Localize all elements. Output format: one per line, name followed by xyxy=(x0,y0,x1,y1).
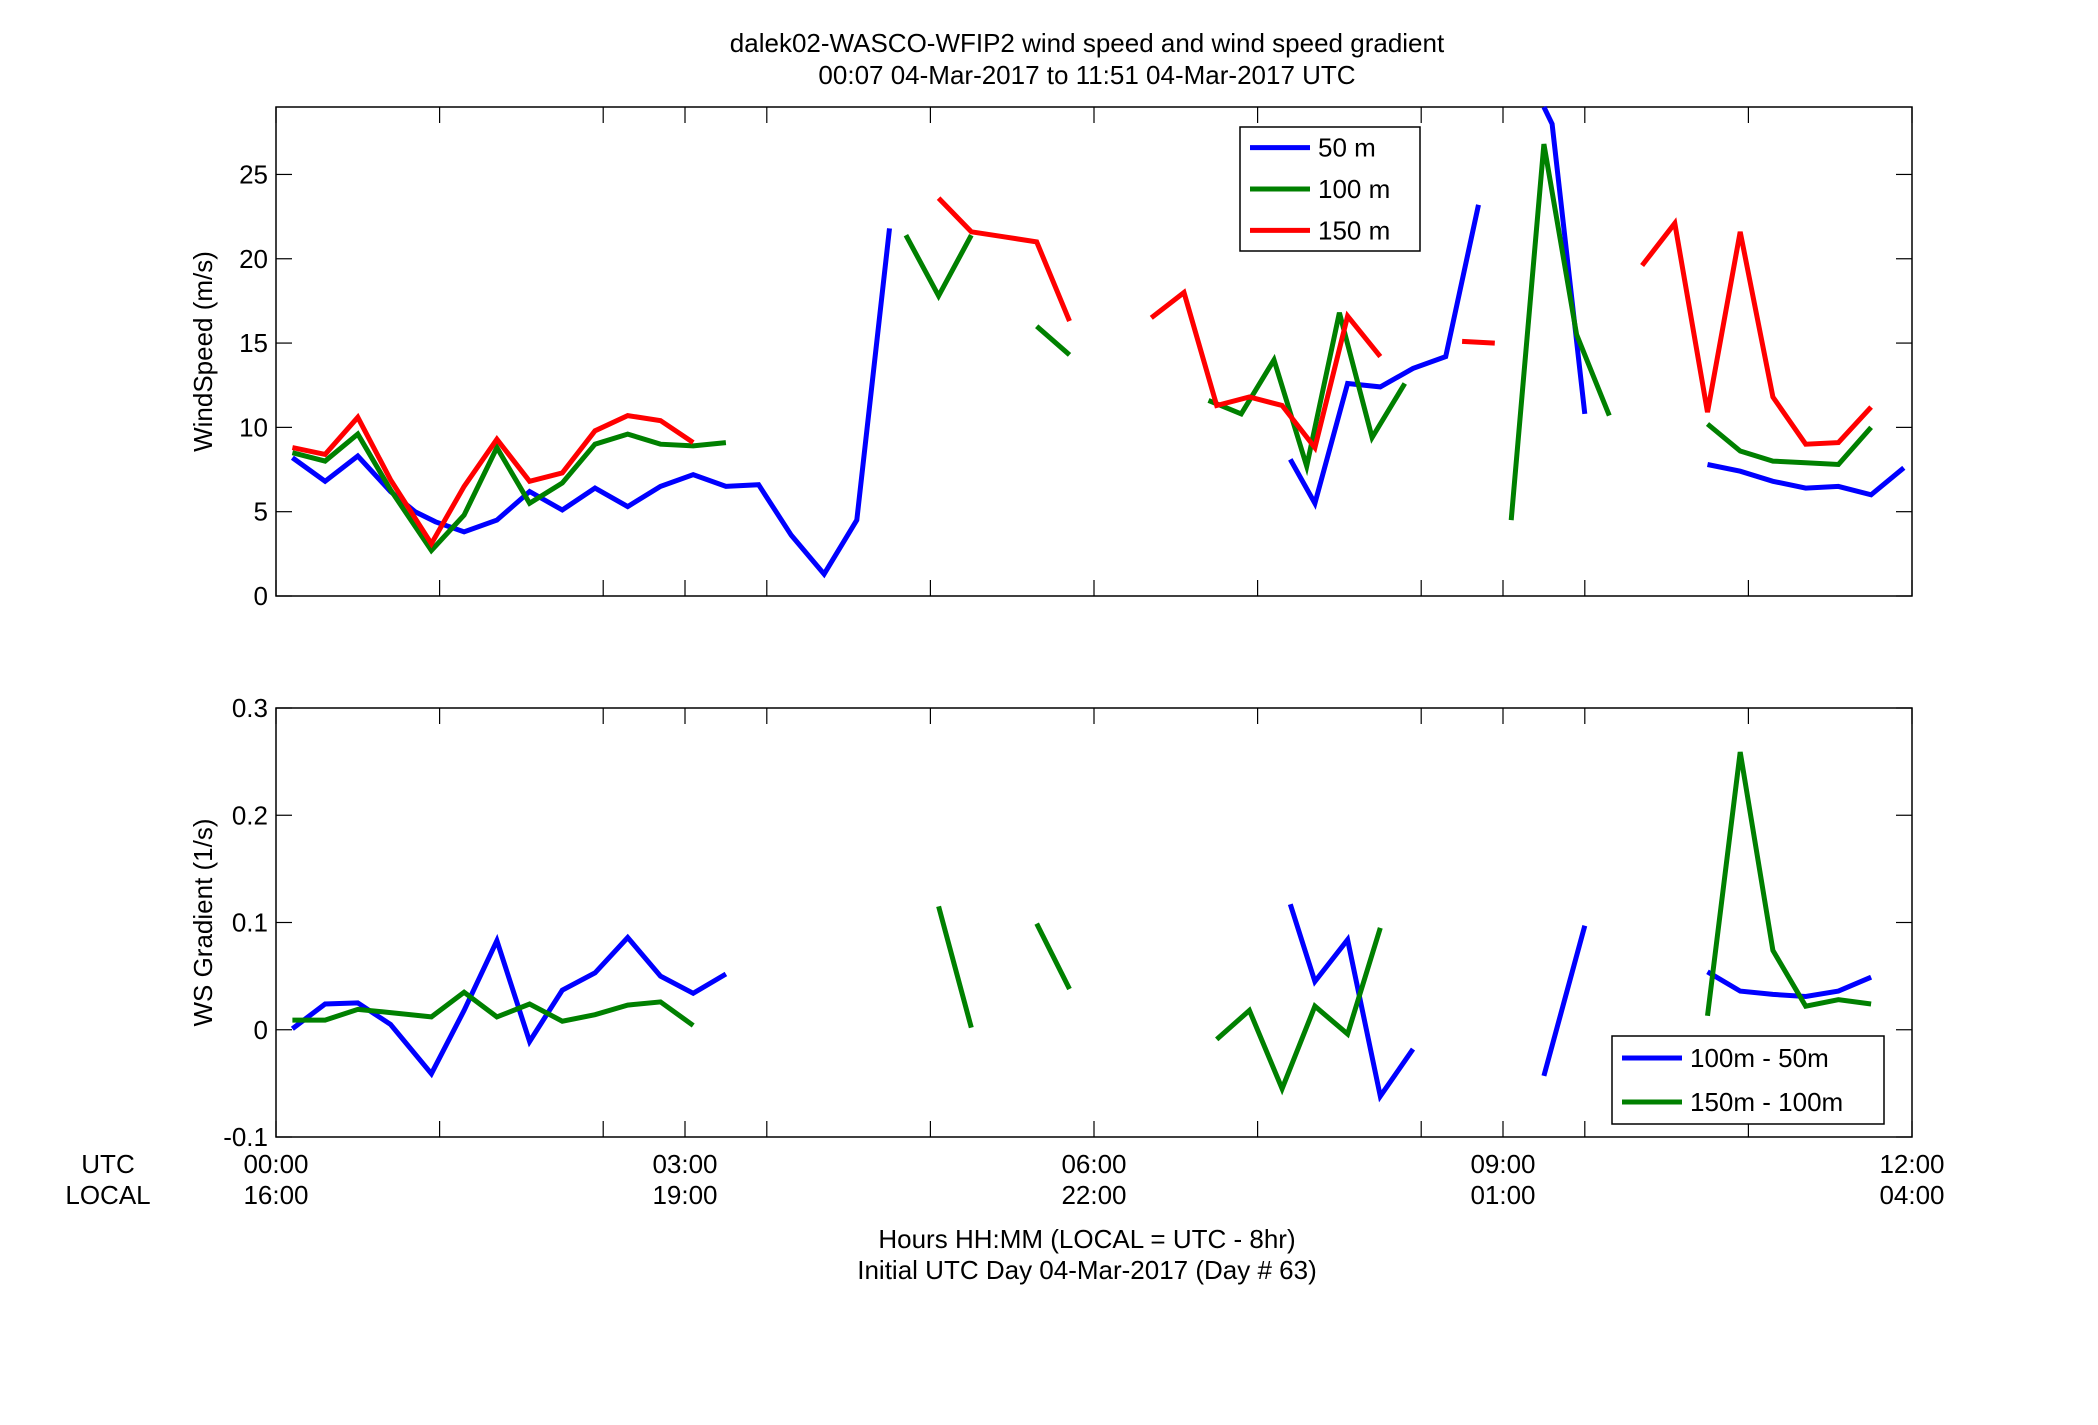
p2-legend-label-150m-100m: 150m - 100m xyxy=(1690,1087,1843,1117)
x-tick-label-utc: 09:00 xyxy=(1470,1149,1535,1179)
p1-y-tick-label: 20 xyxy=(239,244,268,274)
p1-series-150-m-segment-2 xyxy=(936,196,1072,323)
p2-legend-label-100m-50m: 100m - 50m xyxy=(1690,1043,1829,1073)
p1-series-100-m-segment-6 xyxy=(1705,422,1873,468)
x-tick-label-local: 19:00 xyxy=(652,1180,717,1210)
x-tick-label-local: 22:00 xyxy=(1061,1180,1126,1210)
p2-legend-box xyxy=(1611,1035,1885,1125)
p2-y-tick-label: 0.2 xyxy=(232,800,268,830)
x-tick-label-local: 01:00 xyxy=(1470,1180,1535,1210)
p1-series-100-m-segment-5 xyxy=(1508,143,1612,521)
p1-series-50-m-segment-2 xyxy=(1288,204,1481,510)
x-axis-label-line-1: Hours HH:MM (LOCAL = UTC - 8hr) xyxy=(878,1224,1295,1254)
p1-series-100-m-segment-4 xyxy=(1207,312,1407,477)
p2-series-150m-100m-segment-1 xyxy=(292,989,695,1028)
p2-series-150m-100m-segment-5 xyxy=(1705,751,1872,1017)
p2-y-tick-label: 0 xyxy=(254,1015,268,1045)
x-tick-label-utc: 06:00 xyxy=(1061,1149,1126,1179)
p2-series-150m-100m-segment-3 xyxy=(1034,922,1072,991)
p2-y-tick-label: 0.1 xyxy=(232,908,268,938)
p1-legend-label-100-m: 100 m xyxy=(1318,174,1390,204)
p1-series-150-m-segment-1 xyxy=(291,412,695,549)
p1-series-100-m-segment-2 xyxy=(903,234,974,302)
figure-title-line-1: dalek02-WASCO-WFIP2 wind speed and wind … xyxy=(730,28,1445,58)
x-axis-label-line-2: Initial UTC Day 04-Mar-2017 (Day # 63) xyxy=(857,1255,1317,1285)
p1-legend-label-50-m: 50 m xyxy=(1318,133,1376,163)
p2-y-tick-label: -0.1 xyxy=(223,1122,268,1152)
local-row-label: LOCAL xyxy=(65,1180,150,1210)
p1-series-150-m-segment-4 xyxy=(1461,338,1495,346)
p1-y-tick-label: 25 xyxy=(239,159,268,189)
p1-y-tick-label: 15 xyxy=(239,328,268,358)
p2-y-axis-label: WS Gradient (1/s) xyxy=(188,818,218,1026)
p1-y-tick-label: 5 xyxy=(254,497,268,527)
p2-legend: 100m - 50m 150m - 100m xyxy=(1611,1035,1885,1125)
p2-y-tick-label: 0.3 xyxy=(232,693,268,723)
x-tick-label-local: 16:00 xyxy=(243,1180,308,1210)
p1-y-axis-label: WindSpeed (m/s) xyxy=(188,251,218,452)
p1-plot-area xyxy=(275,106,1913,597)
p2-series-100m-50m-segment-2 xyxy=(1287,903,1416,1103)
x-tick-label-utc: 03:00 xyxy=(652,1149,717,1179)
p1-series-100-m-segment-3 xyxy=(1035,324,1072,357)
p1-y-tick-label: 0 xyxy=(254,581,268,611)
p1-series-150-m-segment-3 xyxy=(1149,288,1383,454)
x-tick-label-utc: 00:00 xyxy=(243,1149,308,1179)
p2-series-100m-50m-segment-3 xyxy=(1541,925,1588,1077)
p1-legend: 50 m 100 m 150 m xyxy=(1239,126,1421,252)
gradient-panel: -0.1 0 0.1 0.2 0.3 WS Gradient (1/s) 100m - 50… xyxy=(188,693,1913,1152)
p1-series-150-m-segment-5 xyxy=(1640,217,1873,447)
utc-row-label: UTC xyxy=(81,1149,134,1179)
p1-y-tick-label: 10 xyxy=(239,412,268,442)
figure-title-line-2: 00:07 04-Mar-2017 to 11:51 04-Mar-2017 U… xyxy=(818,60,1355,90)
p2-series-100m-50m-segment-1 xyxy=(290,933,728,1079)
p1-series-50-m-segment-4 xyxy=(1706,462,1906,498)
p2-series-100m-50m-segment-4 xyxy=(1706,969,1873,1000)
x-tick-label-utc: 12:00 xyxy=(1879,1149,1944,1179)
x-tick-label-local: 04:00 xyxy=(1879,1180,1944,1210)
p1-series-100-m-segment-1 xyxy=(291,430,727,555)
p2-series-150m-100m-segment-2 xyxy=(936,905,974,1029)
p2-series-150m-100m-segment-4 xyxy=(1215,927,1383,1096)
p1-legend-label-150-m: 150 m xyxy=(1318,215,1390,245)
